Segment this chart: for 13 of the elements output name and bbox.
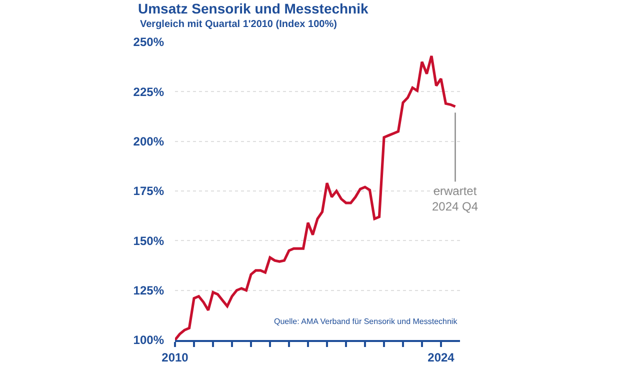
y-tick-label: 175% [133, 184, 164, 198]
chart-title: Umsatz Sensorik und Messtechnik [138, 0, 369, 17]
y-tick-label: 200% [133, 134, 164, 149]
chart-subtitle: Vergleich mit Quartal 1'2010 (Index 100%) [140, 19, 337, 30]
annotation: erwartet 2024 Q4 [432, 184, 478, 214]
annotation: Quelle: AMA Verband für Sensorik und Messtechnik [274, 317, 458, 326]
y-tick-label: 150% [133, 234, 164, 248]
x-tick-label: 2010 [162, 350, 189, 364]
y-tick-label: 100% [133, 333, 164, 348]
y-tick-label: 250% [133, 35, 164, 50]
y-tick-label: 225% [133, 84, 164, 99]
x-tick-label: 2024 [428, 350, 455, 364]
y-tick-label: 125% [133, 284, 164, 298]
